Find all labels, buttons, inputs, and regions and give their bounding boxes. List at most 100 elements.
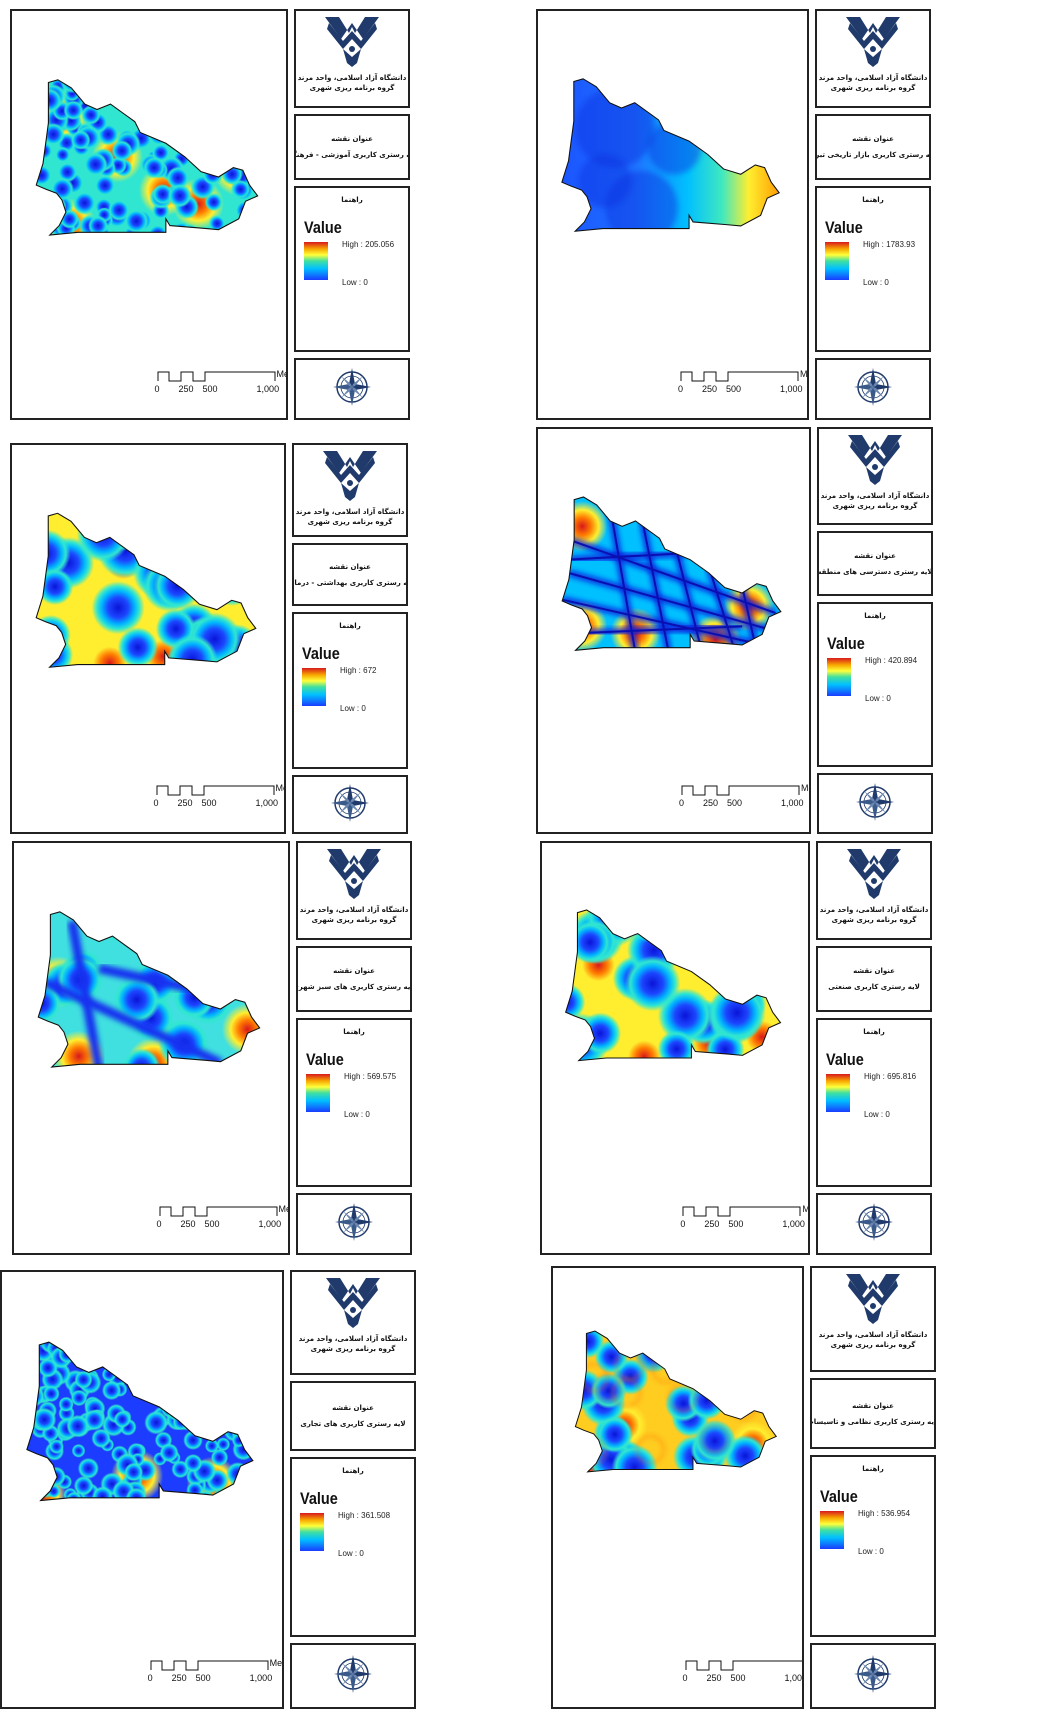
legend-color-ramp [300,1513,324,1551]
scale-tick-label: 0 [153,798,159,808]
north-arrow-compass-icon [853,1654,893,1698]
legend-box: راهنما Value High : 695.816 Low : 0 [816,1018,932,1187]
map-title-box: عنوان نقشه لایه رستری کاربری نظامی و تاسی… [810,1378,936,1449]
scale-tick-label: 1,000 [782,1219,805,1229]
legend-low-label: Low : 0 [340,704,366,713]
scale-tick-label: 250 [706,1673,722,1683]
department-name: گروه برنامه ریزی شهری [831,916,917,924]
university-name: دانشگاه آزاد اسلامی، واحد مرند [818,74,928,82]
legend-low-label: Low : 0 [344,1110,370,1119]
map-title-heading: عنوان نقشه [331,135,373,143]
raster-map [574,1330,778,1473]
university-emblem-icon [842,1268,904,1330]
legend-box: راهنما Value High : 205.056 Low : 0 [294,186,410,352]
scale-unit-label: Meters [275,783,284,793]
scale-tick-label: 500 [728,1219,744,1229]
map-title: لایه رستری کاربری بهداشتی - درمانی [292,578,408,587]
university-name: دانشگاه آزاد اسلامی، واحد مرند [299,906,409,914]
north-arrow-box [815,358,931,420]
scale-tick-label: 1,000 [249,1673,273,1683]
map-title-box: عنوان نقشه لایه رستری کاربری بازار تاریخی… [815,114,931,180]
raster-map [561,496,782,652]
university-logo-box: دانشگاه آزاد اسلامی، واحد مرند گروه برنام… [810,1266,936,1372]
scale-tick-label: 500 [195,1673,211,1683]
department-name: گروه برنامه ریزی شهری [830,84,916,92]
scale-unit-label: Meters [269,1658,284,1668]
scale-bar: 0 250 500 1,000 Meters [147,1658,284,1685]
study-area-boundary [35,512,257,668]
university-emblem-icon [843,843,905,905]
raster-map [35,79,259,236]
map-title: لایه رستری کاربری های تجاری [300,1420,406,1428]
north-arrow-compass-icon [333,1654,373,1698]
legend-color-ramp [302,668,326,706]
university-logo-box: دانشگاه آزاد اسلامی، واحد مرند گروه برنام… [292,443,408,537]
scale-tick-label: 500 [725,384,741,394]
scale-tick-label: 0 [156,1219,162,1229]
legend-color-ramp [820,1511,844,1549]
legend-color-ramp [826,1074,850,1112]
raster-map [37,911,261,1068]
legend-heading: راهنما [343,1028,365,1036]
legend-heading: راهنما [339,622,361,630]
legend-value-label: Value [304,218,342,237]
legend-value-label: Value [306,1050,344,1069]
university-name: دانشگاه آزاد اسلامی، واحد مرند [819,906,929,914]
map-title: لایه رستری کاربری های سبز شهری [296,983,412,991]
map-title-heading: عنوان نقشه [333,967,375,975]
university-name: دانشگاه آزاد اسلامی، واحد مرند [297,74,407,82]
scale-tick-label: 0 [680,1219,686,1229]
department-name: گروه برنامه ریزی شهری [311,916,397,924]
legend-heading: راهنما [863,1028,885,1036]
north-arrow-box [294,358,410,420]
scale-tick-label: 1,000 [784,1673,803,1683]
university-logo-box: دانشگاه آزاد اسلامی، واحد مرند گروه برنام… [817,427,933,525]
scale-bar: 0 250 500 1,000 Meters [155,369,286,396]
north-arrow-box [817,773,933,834]
legend-high-label: High : 361.508 [338,1511,391,1520]
legend-box: راهنما Value High : 672 Low : 0 [292,612,408,769]
map-title-heading: عنوان نقشه [329,562,371,571]
scale-bar: 0 250 500 1,000 Meters [680,1204,808,1231]
scale-tick-label: 500 [730,1673,746,1683]
north-arrow-box [816,1193,932,1255]
legend-heading: راهنما [862,196,884,204]
map-title-heading: عنوان نقشه [332,1404,374,1412]
legend-value-label: Value [827,634,865,653]
scale-unit-label: Meters [801,783,809,793]
north-arrow-compass-icon [854,1202,894,1246]
university-logo-box: دانشگاه آزاد اسلامی، واحد مرند گروه برنام… [296,841,412,940]
university-name: دانشگاه آزاد اسلامی، واحد مرند [818,1331,928,1339]
university-emblem-icon [844,429,906,491]
map-title: لایه رستری کاربری صنعتی [828,983,920,991]
map-title-box: عنوان نقشه لایه رستری کاربری های سبز شهری [296,946,412,1012]
scale-tick-label: 0 [147,1673,153,1683]
legend-color-ramp [304,242,328,280]
scale-tick-label: 500 [204,1219,220,1229]
scale-tick-label: 500 [727,798,743,808]
legend-value-label: Value [300,1489,338,1508]
map-title-box: عنوان نقشه لایه رستری کاربری صنعتی [816,946,932,1012]
map-title-heading: عنوان نقشه [853,967,895,975]
legend-high-label: High : 695.816 [864,1072,917,1081]
legend-box: راهنما Value High : 569.575 Low : 0 [296,1018,412,1187]
legend-high-label: High : 205.056 [342,240,395,249]
scale-tick-label: 0 [679,798,685,808]
north-arrow-compass-icon [853,367,893,411]
legend-low-label: Low : 0 [338,1549,364,1558]
north-arrow-compass-icon [855,782,895,826]
department-name: گروه برنامه ریزی شهری [309,84,395,92]
legend-value-label: Value [820,1487,858,1506]
scale-tick-label: 1,000 [779,384,803,394]
legend-value-label: Value [302,644,340,663]
north-arrow-compass-icon [334,1202,374,1246]
university-emblem-icon [842,11,904,73]
raster-map [565,909,782,1062]
legend-high-label: High : 536.954 [858,1509,911,1518]
legend-low-label: Low : 0 [342,278,368,287]
